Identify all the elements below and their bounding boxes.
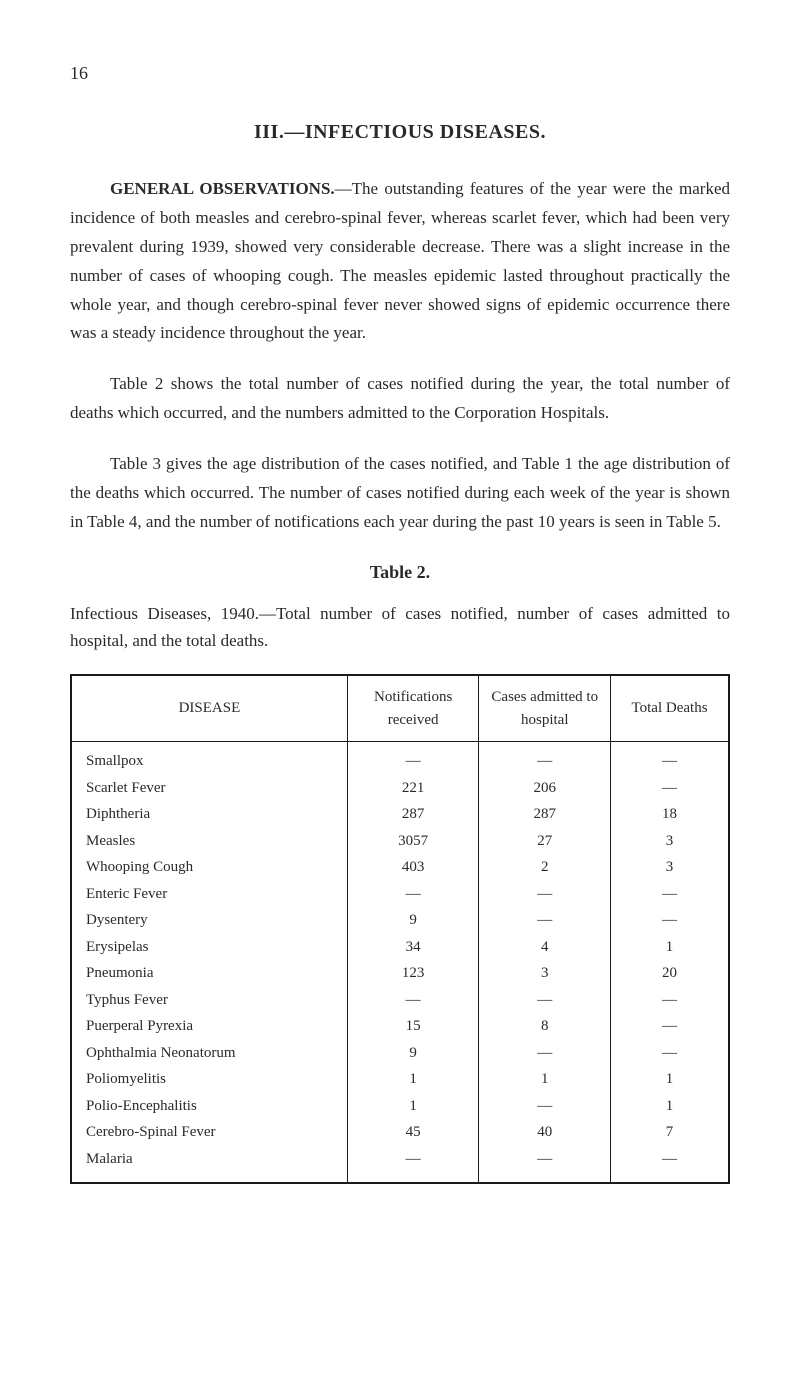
cell-admitted: 287 <box>479 801 611 828</box>
cell-disease: Measles <box>71 828 347 855</box>
cell-admitted: — <box>479 907 611 934</box>
cell-notifications: 1 <box>347 1093 479 1120</box>
table-row: Malaria——— <box>71 1146 729 1184</box>
table-row: Smallpox——— <box>71 742 729 775</box>
table-row: Whooping Cough40323 <box>71 854 729 881</box>
section-title: III.—INFECTIOUS DISEASES. <box>70 117 730 147</box>
table-row: Typhus Fever——— <box>71 987 729 1014</box>
table-title: Table 2. <box>70 559 730 586</box>
cell-notifications: 123 <box>347 960 479 987</box>
cell-deaths: 7 <box>611 1119 729 1146</box>
cell-deaths: — <box>611 1040 729 1067</box>
cell-admitted: — <box>479 742 611 775</box>
cell-disease: Pneumonia <box>71 960 347 987</box>
cell-disease: Dysentery <box>71 907 347 934</box>
cell-admitted: 3 <box>479 960 611 987</box>
cell-disease: Typhus Fever <box>71 987 347 1014</box>
cell-deaths: 1 <box>611 934 729 961</box>
cell-admitted: — <box>479 1093 611 1120</box>
table-row: Ophthalmia Neonatorum9—— <box>71 1040 729 1067</box>
cell-notifications: — <box>347 881 479 908</box>
page-number: 16 <box>70 60 730 87</box>
col-notifications: Notifications received <box>347 675 479 742</box>
cell-admitted: 40 <box>479 1119 611 1146</box>
table-row: Diphtheria28728718 <box>71 801 729 828</box>
cell-admitted: — <box>479 987 611 1014</box>
cell-notifications: 9 <box>347 907 479 934</box>
cell-deaths: — <box>611 881 729 908</box>
table-row: Pneumonia123320 <box>71 960 729 987</box>
col-disease: DISEASE <box>71 675 347 742</box>
infectious-diseases-table: DISEASE Notifications received Cases adm… <box>70 674 730 1184</box>
cell-notifications: — <box>347 987 479 1014</box>
table-row: Dysentery9—— <box>71 907 729 934</box>
cell-disease: Enteric Fever <box>71 881 347 908</box>
cell-notifications: 45 <box>347 1119 479 1146</box>
col-deaths: Total Deaths <box>611 675 729 742</box>
cell-deaths: 3 <box>611 854 729 881</box>
cell-deaths: 20 <box>611 960 729 987</box>
cell-deaths: 1 <box>611 1066 729 1093</box>
cell-disease: Polio-Encephalitis <box>71 1093 347 1120</box>
cell-notifications: — <box>347 742 479 775</box>
cell-admitted: — <box>479 881 611 908</box>
table-row: Scarlet Fever221206— <box>71 775 729 802</box>
cell-deaths: 18 <box>611 801 729 828</box>
cell-disease: Smallpox <box>71 742 347 775</box>
cell-notifications: 1 <box>347 1066 479 1093</box>
table-row: Cerebro-Spinal Fever45407 <box>71 1119 729 1146</box>
cell-deaths: — <box>611 907 729 934</box>
cell-admitted: 2 <box>479 854 611 881</box>
table-header-row: DISEASE Notifications received Cases adm… <box>71 675 729 742</box>
table-row: Enteric Fever——— <box>71 881 729 908</box>
cell-disease: Puerperal Pyrexia <box>71 1013 347 1040</box>
cell-disease: Scarlet Fever <box>71 775 347 802</box>
table-caption: Infectious Diseases, 1940.—Total number … <box>70 600 730 654</box>
cell-notifications: 403 <box>347 854 479 881</box>
paragraph-table2: Table 2 shows the total number of cases … <box>70 370 730 428</box>
table-row: Puerperal Pyrexia158— <box>71 1013 729 1040</box>
cell-disease: Poliomyelitis <box>71 1066 347 1093</box>
cell-disease: Diphtheria <box>71 801 347 828</box>
cell-admitted: 1 <box>479 1066 611 1093</box>
cell-disease: Whooping Cough <box>71 854 347 881</box>
cell-admitted: — <box>479 1146 611 1184</box>
col-admitted: Cases admitted to hospital <box>479 675 611 742</box>
cell-notifications: 34 <box>347 934 479 961</box>
cell-disease: Malaria <box>71 1146 347 1184</box>
cell-notifications: 287 <box>347 801 479 828</box>
cell-notifications: 3057 <box>347 828 479 855</box>
table-row: Erysipelas3441 <box>71 934 729 961</box>
cell-deaths: — <box>611 1013 729 1040</box>
paragraph-observations: GENERAL OBSERVATIONS.—The outstanding fe… <box>70 175 730 348</box>
cell-disease: Cerebro-Spinal Fever <box>71 1119 347 1146</box>
cell-deaths: 3 <box>611 828 729 855</box>
table-row: Polio-Encephalitis1—1 <box>71 1093 729 1120</box>
cell-disease: Erysipelas <box>71 934 347 961</box>
cell-admitted: 206 <box>479 775 611 802</box>
cell-deaths: — <box>611 1146 729 1184</box>
paragraph1-text: —The outstanding features of the year we… <box>70 179 730 342</box>
cell-admitted: 8 <box>479 1013 611 1040</box>
table-row: Poliomyelitis111 <box>71 1066 729 1093</box>
cell-notifications: 9 <box>347 1040 479 1067</box>
cell-notifications: — <box>347 1146 479 1184</box>
cell-admitted: 27 <box>479 828 611 855</box>
cell-admitted: 4 <box>479 934 611 961</box>
cell-notifications: 15 <box>347 1013 479 1040</box>
cell-deaths: — <box>611 775 729 802</box>
cell-notifications: 221 <box>347 775 479 802</box>
observations-label: GENERAL OBSERVATIONS. <box>110 179 335 198</box>
cell-deaths: — <box>611 742 729 775</box>
table-row: Measles3057273 <box>71 828 729 855</box>
cell-deaths: — <box>611 987 729 1014</box>
cell-disease: Ophthalmia Neonatorum <box>71 1040 347 1067</box>
cell-deaths: 1 <box>611 1093 729 1120</box>
paragraph-table3: Table 3 gives the age distribution of th… <box>70 450 730 537</box>
cell-admitted: — <box>479 1040 611 1067</box>
